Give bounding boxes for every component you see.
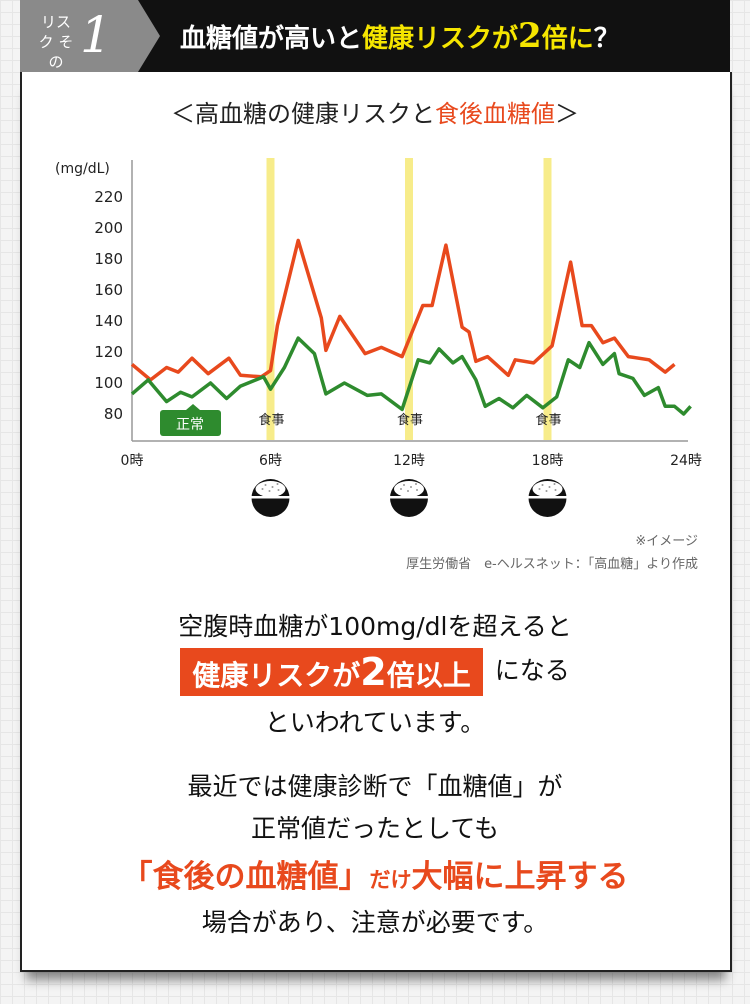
message-line-1: 空腹時血糖が100mg/dlを超えると <box>178 612 572 641</box>
header-title-part3: 倍に <box>541 24 594 54</box>
rice-grain <box>548 486 551 488</box>
message-line-7: 場合があり、注意が必要です。 <box>201 908 549 937</box>
y-tick-label: 120 <box>94 343 123 361</box>
content-card <box>20 72 732 972</box>
y-tick-label: 180 <box>94 250 123 268</box>
rice-grain <box>277 489 280 491</box>
rice-bowl-rice <box>255 481 286 497</box>
normal-badge <box>160 410 221 436</box>
x-tick-label: 0時 <box>121 453 144 469</box>
y-tick-label: 220 <box>94 188 123 206</box>
rice-grain <box>415 483 417 485</box>
rice-bowl-icon <box>251 479 290 517</box>
source-credit: 厚生労働省 e-ヘルスネット：「高血糖」より作成 <box>406 557 698 572</box>
blood-glucose-chart: (mg/dL) 80 100 120 140 160 180 200 220 0時 6時 12時 18時… <box>55 158 702 517</box>
rice-grain <box>264 484 267 486</box>
meal-label: 食事 <box>397 412 423 428</box>
meal-time-band <box>543 158 552 440</box>
rice-grain <box>545 490 548 492</box>
message-line-2: 健康リスクが2倍以上 になる <box>0 648 750 696</box>
y-tick-label: 80 <box>104 405 123 423</box>
message-line-6a: 「食後の血糖値」 <box>121 859 370 895</box>
risk-number-tab: リスク その 1 <box>20 0 160 72</box>
risk-tab-label: リスク その <box>38 13 74 71</box>
rice-grain <box>400 488 402 490</box>
rice-grain <box>410 486 412 488</box>
message-line-2-suffix: になる <box>494 656 570 685</box>
meal-time-band <box>405 158 413 440</box>
meal-time-band <box>266 158 275 440</box>
message-line-4: 最近では健康診断で「血糖値」が <box>187 772 563 801</box>
risk-highlight-number: 2 <box>360 650 387 694</box>
rice-grain <box>261 488 264 490</box>
header-title-part2: 健康リスクが <box>362 24 519 54</box>
rice-grain <box>538 488 541 490</box>
meal-label: 食事 <box>535 412 561 428</box>
message-line-3: といわれています。 <box>264 708 486 737</box>
section-header: リスク その 1 血糖値が高いと健康リスクが2倍に？ <box>20 0 730 72</box>
rice-bowl-icon <box>390 479 428 517</box>
series-line-green <box>130 336 692 416</box>
chart-title-suffix: ＞ <box>555 100 579 128</box>
message-line-6: 「食後の血糖値」だけ大幅に上昇する <box>0 851 750 896</box>
rice-grain <box>268 490 271 492</box>
chart-title-highlight: 食後血糖値 <box>435 100 555 128</box>
y-axis-unit-label: (mg/dL) <box>55 161 110 177</box>
rice-bowl-rim <box>390 496 428 499</box>
rice-grain <box>541 484 544 486</box>
header-title-part4: ？ <box>593 24 620 54</box>
rice-grain <box>403 484 405 486</box>
rice-grain <box>416 489 418 491</box>
image-note: ※イメージ <box>635 534 698 549</box>
rice-grain <box>407 490 409 492</box>
rice-grain <box>554 489 557 491</box>
x-tick-label: 24時 <box>670 453 702 469</box>
chart-title: ＜高血糖の健康リスクと食後血糖値＞ <box>0 94 750 129</box>
risk-highlight-box: 健康リスクが2倍以上 <box>180 648 483 696</box>
rice-bowl-icon <box>528 479 567 517</box>
message-line-5: 正常値だったとしても <box>250 814 499 843</box>
y-tick-label: 160 <box>94 281 123 299</box>
y-tick-label: 100 <box>94 374 123 392</box>
header-title-part1: 血糖値が高いと <box>180 24 363 54</box>
y-tick-label: 140 <box>94 312 123 330</box>
rice-bowl-rice <box>532 481 563 497</box>
header-title-number: 2 <box>518 16 542 56</box>
x-tick-label: 6時 <box>259 453 282 469</box>
rice-bowl-rim <box>251 496 290 499</box>
x-tick-label: 12時 <box>393 453 425 469</box>
rice-bowl-rim <box>528 496 567 499</box>
chart-title-prefix: ＜高血糖の健康リスクと <box>171 100 435 128</box>
y-tick-label: 200 <box>94 219 123 237</box>
rice-bowl-rice <box>394 481 424 497</box>
normal-badge-arrow <box>186 404 200 410</box>
normal-badge-label: 正常 <box>176 417 204 433</box>
risk-highlight-a: 健康リスクが <box>192 659 361 692</box>
x-tick-label: 18時 <box>532 453 564 469</box>
message-line-6c: 大幅に上昇する <box>411 859 629 895</box>
meal-label: 食事 <box>258 412 284 428</box>
series-line-orange <box>130 238 676 382</box>
risk-highlight-b: 倍以上 <box>386 659 471 692</box>
rice-grain <box>276 483 279 485</box>
rice-grain <box>271 486 274 488</box>
message-line-6b: だけ <box>369 868 412 892</box>
risk-tab-number: 1 <box>80 6 112 64</box>
header-title: 血糖値が高いと健康リスクが2倍に？ <box>180 0 620 72</box>
rice-grain <box>553 483 556 485</box>
